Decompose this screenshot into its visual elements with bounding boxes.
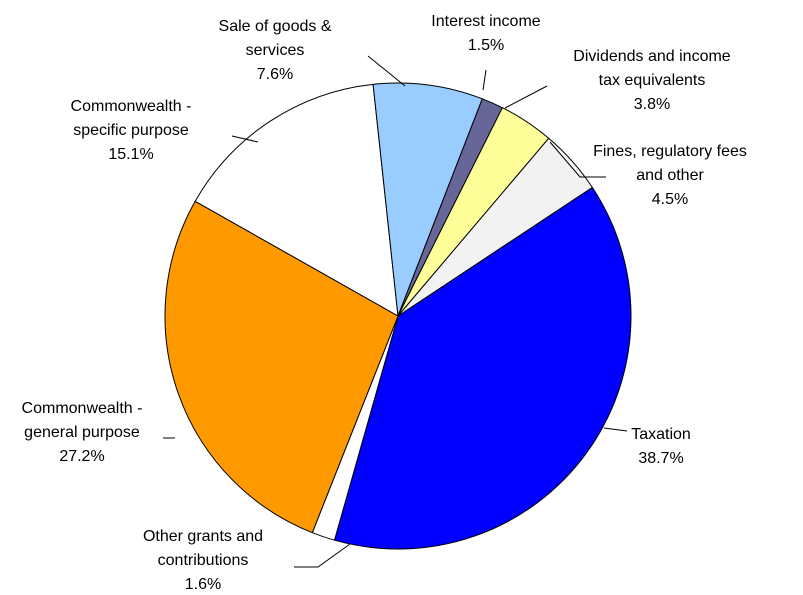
slice-percent-7: 4.5% (652, 191, 688, 208)
leader-line-7 (549, 141, 606, 178)
slice-percent-1: 1.6% (185, 576, 221, 593)
slice-percent-3: 15.1% (108, 146, 153, 163)
slice-label-1-line-1: contributions (158, 552, 249, 569)
slice-label-3-line-1: specific purpose (73, 122, 189, 139)
leader-line-4 (367, 55, 406, 87)
slice-label-0: Taxation 38.7% (631, 426, 691, 467)
slice-label-0-line-0: Taxation (631, 426, 691, 443)
leader-line-0 (603, 427, 628, 432)
slice-label-7-line-1: and other (636, 167, 704, 184)
pie-slice-0 (333, 186, 632, 550)
slice-percent-5: 1.5% (468, 37, 504, 54)
slice-label-2: Commonwealth - general purpose 27.2% (22, 400, 143, 465)
slice-label-5-line-0: Interest income (431, 13, 540, 30)
pie-slices (164, 82, 632, 550)
slice-label-4-line-0: Sale of goods & (219, 18, 332, 35)
slice-label-6-line-1: tax equivalents (599, 72, 706, 89)
slice-percent-0: 38.7% (638, 450, 683, 467)
leader-line-5 (482, 69, 487, 91)
leader-lines (163, 55, 628, 568)
leader-line-3 (231, 135, 259, 143)
slice-label-1: Other grants and contributions 1.6% (143, 528, 263, 593)
slice-labels: Taxation 38.7% Other grants and contributio… (22, 13, 747, 593)
pie-slice-4 (372, 82, 483, 317)
slice-percent-4: 7.6% (257, 66, 293, 83)
slice-label-2-line-0: Commonwealth - (22, 400, 143, 417)
pie-slice-2 (164, 200, 399, 534)
slice-percent-2: 27.2% (59, 448, 104, 465)
slice-label-4-line-1: services (246, 42, 305, 59)
slice-label-6-line-0: Dividends and income (573, 48, 731, 65)
leader-line-6 (504, 85, 548, 109)
slice-label-3: Commonwealth - specific purpose 15.1% (71, 98, 192, 163)
leader-line-1 (294, 543, 351, 568)
slice-label-5: Interest income 1.5% (431, 13, 540, 54)
slice-label-1-line-0: Other grants and (143, 528, 263, 545)
pie-slice-7 (397, 137, 593, 317)
slice-label-3-line-0: Commonwealth - (71, 98, 192, 115)
slice-label-7-line-0: Fines, regulatory fees (593, 143, 747, 160)
slice-label-2-line-1: general purpose (24, 424, 140, 441)
slice-percent-6: 3.8% (634, 96, 670, 113)
slice-label-4: Sale of goods & services 7.6% (219, 18, 332, 83)
pie-slice-3 (194, 83, 399, 317)
slice-label-6: Dividends and income tax equivalents 3.8% (573, 48, 731, 113)
slice-label-7: Fines, regulatory fees and other 4.5% (593, 143, 747, 208)
